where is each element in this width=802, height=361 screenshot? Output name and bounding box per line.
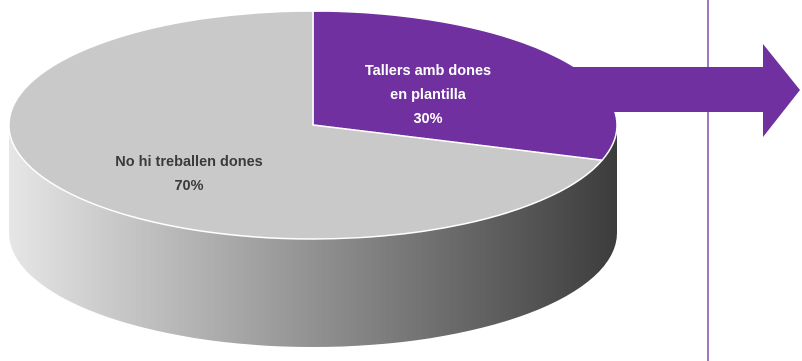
pie-slice-1 <box>8 10 604 240</box>
slice-label-0-percent: 30% <box>413 111 442 127</box>
slice-label-0-line-2: en plantilla <box>390 87 467 103</box>
pie-side-wall <box>9 125 617 347</box>
pie-slice-0 <box>312 10 618 161</box>
slice-label-1-line-1: No hi treballen dones <box>115 154 262 170</box>
slice-label-1: No hi treballen dones 70% <box>115 154 262 194</box>
slice-label-0-line-1: Tallers amb dones <box>365 63 491 79</box>
slice-label-1-percent: 70% <box>174 178 203 194</box>
pie-slices <box>8 10 618 240</box>
right-arrow-icon <box>540 44 800 137</box>
slice-label-0: Tallers amb dones en plantilla 30% <box>365 63 491 127</box>
